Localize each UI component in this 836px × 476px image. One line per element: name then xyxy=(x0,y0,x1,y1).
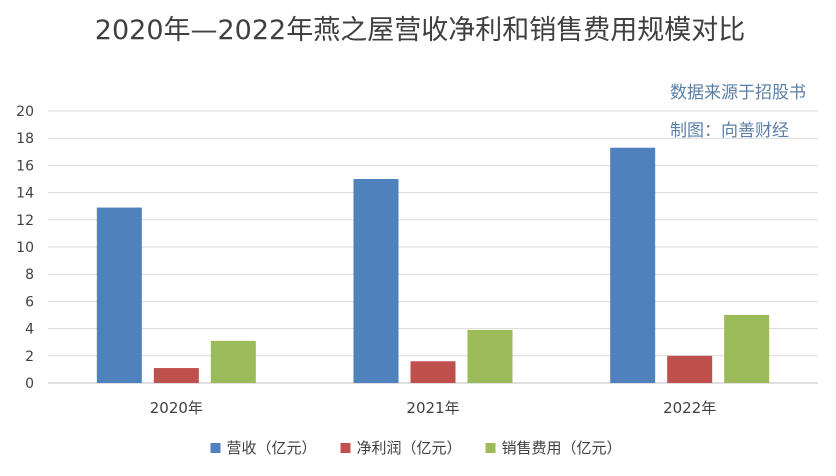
bar xyxy=(153,368,199,383)
legend-swatch xyxy=(485,443,496,453)
bar xyxy=(724,315,770,383)
legend-swatch xyxy=(340,443,351,453)
legend-label: 营收（亿元） xyxy=(227,439,317,457)
y-tick-label: 2 xyxy=(25,349,34,365)
bar xyxy=(610,147,656,383)
source-annotation: 数据来源于招股书 xyxy=(670,83,806,103)
y-tick-label: 18 xyxy=(16,131,34,147)
y-tick-label: 12 xyxy=(16,213,34,229)
legend-label: 净利润（亿元） xyxy=(357,439,462,457)
x-tick-label: 2020年 xyxy=(150,399,203,417)
y-tick-label: 10 xyxy=(16,240,34,256)
bar xyxy=(210,340,256,383)
credit-annotation: 制图：向善财经 xyxy=(670,121,789,141)
x-tick-label: 2021年 xyxy=(406,399,459,417)
y-tick-label: 4 xyxy=(25,322,34,338)
y-tick-label: 0 xyxy=(25,376,34,392)
y-tick-label: 20 xyxy=(16,104,34,120)
bar xyxy=(353,179,399,383)
legend-swatch xyxy=(210,443,221,453)
y-tick-label: 14 xyxy=(16,186,34,202)
bar xyxy=(467,329,513,383)
y-tick-label: 16 xyxy=(16,158,34,174)
y-tick-label: 8 xyxy=(25,267,34,283)
bar xyxy=(667,355,713,383)
bar xyxy=(96,207,142,383)
chart-title: 2020年—2022年燕之屋营收净利和销售费用规模对比 xyxy=(94,15,746,46)
bar xyxy=(410,361,456,383)
y-tick-label: 6 xyxy=(25,294,34,310)
x-tick-label: 2022年 xyxy=(663,399,716,417)
legend-label: 销售费用（亿元） xyxy=(502,439,622,457)
